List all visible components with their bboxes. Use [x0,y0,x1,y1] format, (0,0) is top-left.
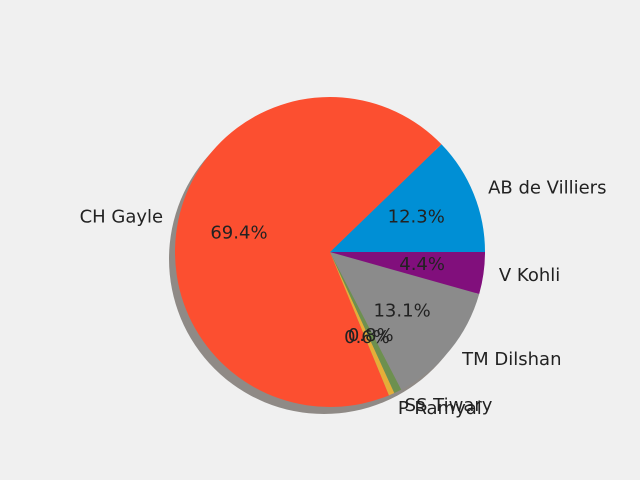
pie-label-ch-gayle: CH Gayle [80,207,164,228]
pie-wedges [174,97,485,408]
pie-slice-tm-dilshan [330,252,480,390]
pie-slice-p-ramyal [330,252,395,396]
pie-slice-ab-de-villiers [330,144,485,252]
pie-percent-label-tm-dilshan: 13.1% [373,300,430,321]
pie-percent-label-ab-de-villiers: 12.3% [388,207,445,228]
pie-slice-ss-tiwary [330,252,402,394]
pie-percent-label-v-kohli: 4.4% [399,254,445,275]
pie-label-ss-tiwary: SS Tiwary [405,395,493,416]
pie-slice-v-kohli [330,252,485,295]
pie-percent-labels: 12.3% 69.4% 0.6%0.8% 13.1% 4.4% [210,207,445,348]
pie-slice-ch-gayle [174,97,442,408]
pie-label-p-ramyal: P Ramyal [398,398,482,419]
pie-percent-label-ch-gayle: 69.4% [210,222,267,243]
pie-percent-label-ss-tiwary: 0.8% [348,325,394,346]
pie-label-v-kohli: V Kohli [499,265,560,286]
pie-percent-label-p-ramyal: 0.6% [344,327,390,348]
pie-label-ab-de-villiers: AB de Villiers [488,178,606,199]
pie-label-tm-dilshan: TM Dilshan [461,349,561,370]
